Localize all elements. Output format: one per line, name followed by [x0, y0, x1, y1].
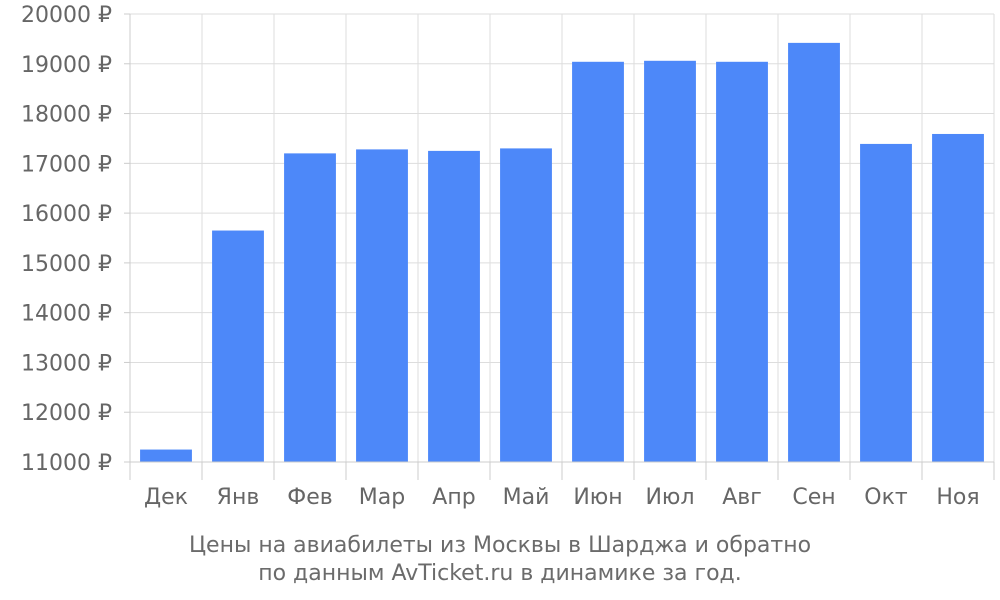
x-tick-label: Апр [432, 485, 475, 510]
bar-9 [716, 61, 768, 462]
bar-7 [572, 61, 624, 462]
bar-2 [212, 230, 264, 462]
x-tick-label: Фев [287, 485, 332, 510]
caption-line-1: Цены на авиабилеты из Москвы в Шарджа и … [188, 533, 812, 558]
x-tick-label: Дек [144, 485, 188, 510]
bar-1 [140, 449, 192, 462]
x-tick-label: Окт [864, 485, 908, 510]
chart-caption: Цены на авиабилеты из Москвы в Шарджа и … [0, 532, 1000, 588]
y-tick-label: 12000 ₽ [21, 401, 112, 426]
x-tick-label: Янв [217, 485, 260, 510]
y-tick-label: 11000 ₽ [21, 451, 112, 476]
x-tick-label: Июл [645, 485, 694, 510]
bar-4 [356, 149, 408, 462]
x-tick-label: Авг [722, 485, 762, 510]
y-tick-label: 15000 ₽ [21, 252, 112, 277]
bar-6 [500, 148, 552, 462]
bar-10 [788, 42, 840, 462]
y-tick-labels: 11000 ₽ 12000 ₽ 13000 ₽ 14000 ₽ 15000 ₽ 16000… [21, 3, 112, 476]
axes [124, 13, 995, 480]
bar-5 [428, 150, 480, 462]
grid-lines [130, 13, 995, 463]
x-tick-label: Май [503, 485, 550, 510]
bar-12 [932, 133, 984, 462]
y-tick-label: 16000 ₽ [21, 202, 112, 227]
bar-11 [860, 143, 912, 463]
x-tick-label: Мар [359, 485, 405, 510]
y-tick-label: 19000 ₽ [21, 53, 112, 78]
bar-8 [644, 60, 696, 463]
y-tick-label: 17000 ₽ [21, 152, 112, 177]
x-tick-label: Июн [573, 485, 622, 510]
y-tick-label: 14000 ₽ [21, 302, 112, 327]
x-tick-label: Ноя [936, 485, 979, 510]
y-tick-label: 13000 ₽ [21, 351, 112, 376]
x-tick-labels: Дек Янв Фев Мар Апр Май Июн Июл Авг Сен Окт Ноя [144, 485, 980, 510]
bars [140, 42, 984, 463]
x-tick-label: Сен [792, 485, 835, 510]
y-tick-label: 18000 ₽ [21, 103, 112, 128]
caption-line-2: по данным AvTicket.ru в динамике за год. [258, 561, 742, 586]
bar-chart: 11000 ₽ 12000 ₽ 13000 ₽ 14000 ₽ 15000 ₽ 16000… [21, 3, 995, 510]
y-tick-label: 20000 ₽ [21, 3, 112, 28]
bar-3 [284, 153, 336, 462]
